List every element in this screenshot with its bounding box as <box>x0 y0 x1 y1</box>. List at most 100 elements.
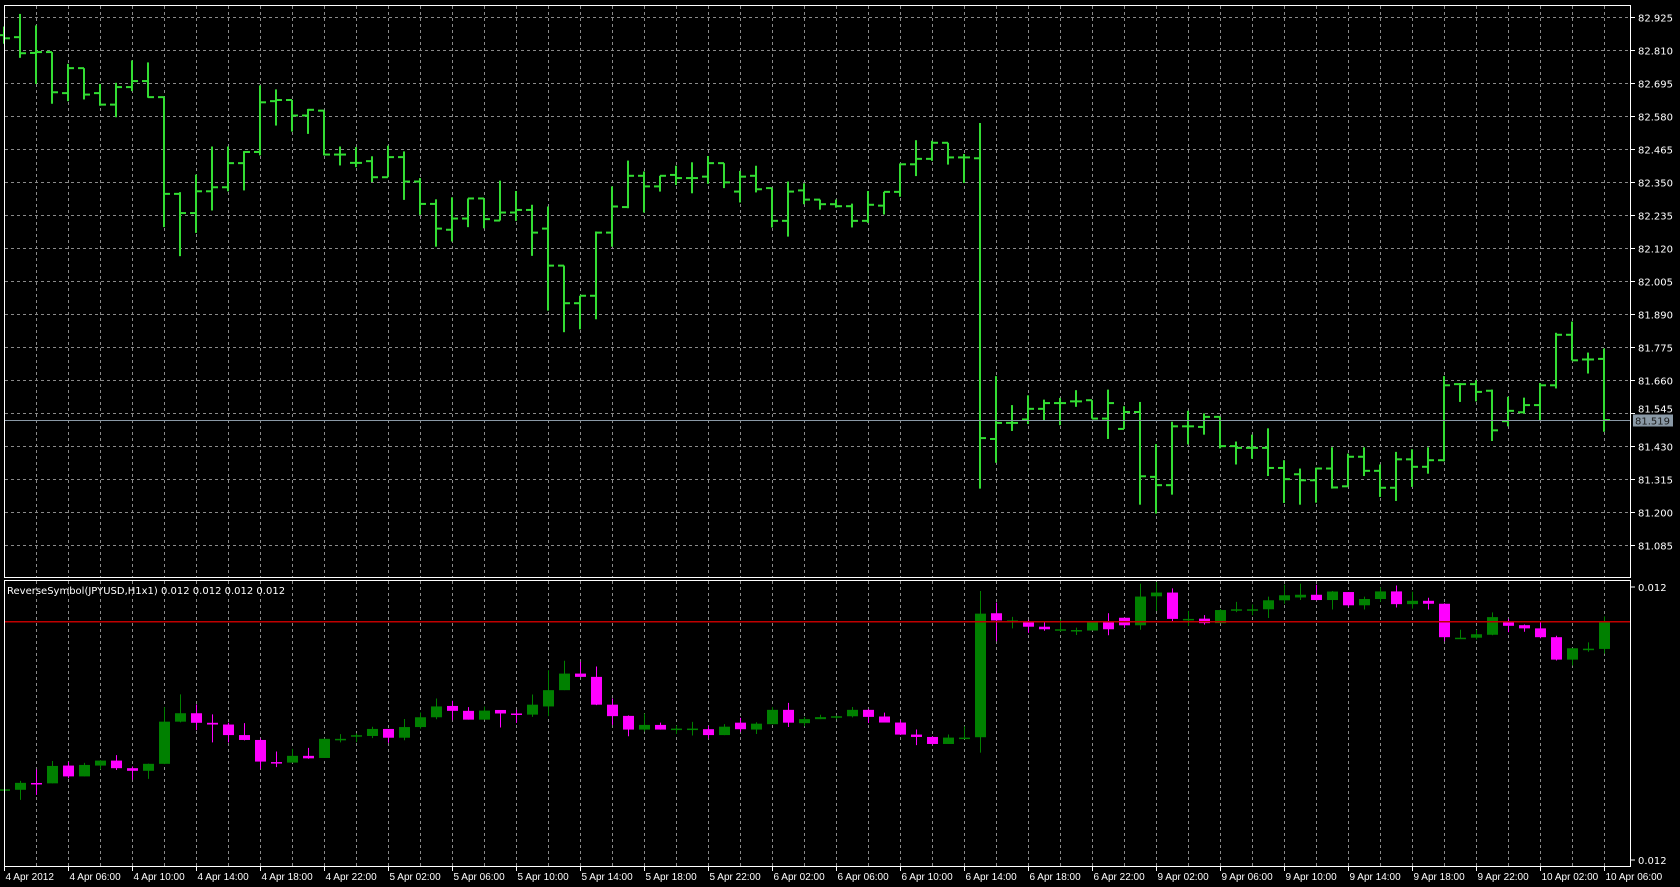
indicator-candle-body <box>575 673 586 677</box>
indicator-candle-body <box>511 713 522 715</box>
ohlc-bar <box>222 146 234 192</box>
indicator-candle-body <box>191 713 202 723</box>
ohlc-bar <box>46 51 58 104</box>
indicator-candle-body <box>799 719 810 724</box>
price-scale-label: 82.695 <box>1638 80 1673 91</box>
indicator-candle <box>543 670 554 717</box>
indicator-candle <box>623 715 634 737</box>
ohlc-bar <box>494 180 506 222</box>
indicator-candle <box>1311 584 1322 601</box>
indicator-candle-body <box>751 723 762 730</box>
indicator-candle <box>1199 615 1210 625</box>
indicator-candle-body <box>79 764 90 777</box>
indicator-candle-body <box>1343 592 1354 606</box>
indicator-candle-body <box>1231 609 1242 611</box>
indicator-candle <box>831 715 842 720</box>
price-scale-label: 81.890 <box>1638 311 1673 322</box>
indicator-candle-body <box>655 724 666 730</box>
indicator-candle <box>207 714 218 743</box>
indicator-candle <box>463 707 474 720</box>
ohlc-bar <box>1438 376 1450 462</box>
indicator-candle <box>671 725 682 734</box>
ohlc-bar <box>462 197 474 228</box>
ohlc-bar <box>350 147 362 168</box>
indicator-candle <box>1263 596 1274 619</box>
price-scale-label: 81.200 <box>1638 509 1673 520</box>
indicator-candle <box>1391 585 1402 608</box>
indicator-candle-body <box>271 762 282 764</box>
indicator-candle <box>1359 596 1370 610</box>
ohlc-bar <box>174 192 186 257</box>
indicator-candle <box>1183 610 1194 626</box>
time-axis-label: 9 Apr 14:00 <box>1350 872 1402 883</box>
indicator-candle <box>1295 583 1306 601</box>
time-axis[interactable]: 4 Apr 2012 4 Apr 06:00 4 Apr 10:00 4 Apr 14… <box>4 866 1663 883</box>
indicator-candle-body <box>255 739 266 762</box>
indicator-candle-body <box>1295 594 1306 598</box>
indicator-candle-body <box>911 734 922 737</box>
ohlc-bar <box>1566 321 1578 362</box>
ohlc-bar <box>1038 399 1050 421</box>
indicator-candle-body <box>783 709 794 723</box>
current-price-box <box>1633 414 1673 427</box>
indicator-candle-body <box>1439 603 1450 638</box>
ohlc-bar <box>1230 441 1242 465</box>
ohlc-bar <box>798 183 810 205</box>
ohlc-bar <box>814 198 826 210</box>
indicator-candle-body <box>607 704 618 717</box>
indicator-candle-body <box>143 763 154 771</box>
indicator-candle-body <box>815 717 826 720</box>
indicator-candle <box>1247 604 1258 616</box>
time-axis-label: 9 Apr 18:00 <box>1414 872 1466 883</box>
price-scale[interactable]: 82.925 82.810 82.695 82.580 82.465 82.350 82.2… <box>1631 14 1673 553</box>
indicator-candle <box>1519 624 1530 632</box>
indicator-candle-body <box>399 727 410 738</box>
indicator-candle <box>1471 630 1482 640</box>
indicator-candle <box>1487 612 1498 636</box>
ohlc-bar <box>638 171 650 213</box>
price-scale-label: 81.085 <box>1638 542 1673 553</box>
price-scale-label: 82.005 <box>1638 278 1673 289</box>
indicator-candle-body <box>991 613 1002 621</box>
indicator-candle-body <box>1087 622 1098 631</box>
ohlc-bar <box>238 150 250 191</box>
indicator-candle-body <box>831 716 842 718</box>
ohlc-bar <box>1198 413 1210 435</box>
indicator-candle <box>1583 642 1594 652</box>
indicator-candle <box>799 717 810 727</box>
indicator-candle-body <box>559 673 570 691</box>
ohlc-bar <box>446 197 458 242</box>
indicator-candle <box>191 704 202 731</box>
price-scale-label: 82.120 <box>1638 245 1673 256</box>
indicator-candle <box>847 706 858 718</box>
indicator-candle <box>639 713 650 732</box>
time-axis-label: 6 Apr 14:00 <box>966 872 1018 883</box>
indicator-candle <box>863 708 874 723</box>
price-scale-label: 82.925 <box>1638 14 1673 25</box>
indicator-candle <box>335 734 346 743</box>
ohlc-bar <box>1310 467 1322 503</box>
indicator-candle-body <box>127 768 138 771</box>
ohlc-bar <box>1534 382 1546 421</box>
indicator-candle-body <box>895 722 906 735</box>
time-axis-label: 10 Apr 06:00 <box>1606 872 1663 883</box>
price-scale-label: 82.350 <box>1638 179 1673 190</box>
indicator-candle <box>1423 597 1434 610</box>
indicator-candle-body <box>63 765 74 777</box>
indicator-candle <box>943 734 954 744</box>
indicator-candle <box>431 698 442 720</box>
indicator-candle-body <box>527 704 538 715</box>
indicator-candle <box>687 721 698 736</box>
indicator-candle-body <box>1279 595 1290 601</box>
ohlc-bar <box>766 187 778 228</box>
indicator-candle <box>1551 635 1562 661</box>
indicator-scale[interactable]: 0.012 0.012 <box>1631 583 1667 867</box>
ohlc-bar <box>158 96 170 228</box>
indicator-candle <box>751 722 762 734</box>
indicator-candle <box>895 720 906 735</box>
ohlc-bar <box>686 162 698 194</box>
indicator-candle-body <box>159 721 170 764</box>
ohlc-bar <box>1214 415 1226 449</box>
indicator-candle <box>287 748 298 763</box>
